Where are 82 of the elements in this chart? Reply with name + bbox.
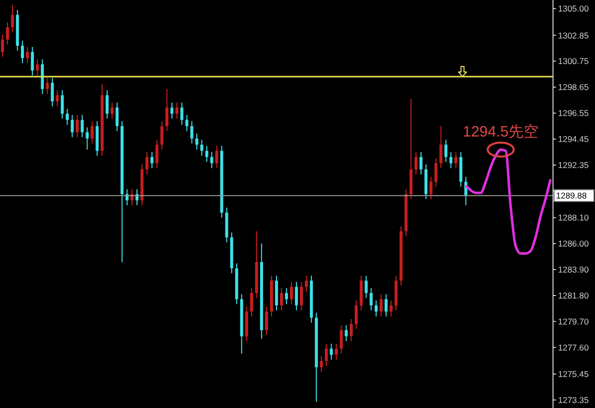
ref-line-label: 1289.88 (556, 190, 587, 201)
y-tick-label: 1305.00 (558, 4, 589, 14)
y-tick-label: 1279.70 (558, 316, 589, 326)
candlestick (350, 318, 353, 342)
candlestick (80, 114, 84, 138)
y-tick-label: 1288.10 (558, 212, 589, 223)
candlestick (265, 306, 268, 336)
y-tick-label: 1275.45 (558, 369, 589, 380)
candlestick (439, 126, 442, 169)
candlestick (160, 120, 164, 150)
y-tick-label: 1294.45 (558, 134, 589, 144)
candlestick (10, 4, 14, 33)
candlestick (30, 46, 34, 76)
candlestick (320, 356, 323, 373)
y-tick-label: 1283.90 (558, 264, 589, 275)
candlestick (145, 152, 148, 175)
candlestick (185, 114, 188, 132)
candlestick (46, 77, 49, 94)
candlestick (354, 300, 358, 330)
candlestick (429, 176, 432, 200)
y-tick-label: 1300.75 (558, 56, 589, 66)
candlestick (334, 343, 338, 360)
candlestick (449, 152, 452, 169)
candlestick (294, 281, 298, 311)
y-tick-label: 1273.35 (558, 394, 589, 405)
candlestick (290, 281, 293, 305)
candlestick (195, 133, 198, 150)
candlestick (324, 343, 328, 366)
candlestick (280, 288, 283, 311)
candlestick (26, 46, 29, 64)
candlestick (364, 275, 368, 298)
y-tick-label: 1277.60 (558, 342, 589, 352)
y-tick-label: 1296.55 (558, 108, 589, 118)
candlestick (110, 102, 114, 120)
candlestick (374, 300, 378, 318)
candlestick (344, 324, 348, 342)
candlestick (175, 102, 178, 120)
candlestick (390, 300, 393, 318)
candlestick (180, 102, 184, 126)
candlestick (86, 126, 89, 150)
candlestick (155, 139, 158, 169)
candlestick (380, 294, 383, 318)
candlestick (419, 152, 422, 175)
y-tick-label: 1302.85 (558, 30, 589, 40)
candlestick (304, 275, 308, 292)
candlestick (454, 152, 458, 169)
candlestick (340, 324, 343, 354)
candlestick (116, 102, 119, 132)
candlestick (215, 145, 218, 169)
candlestick (414, 152, 418, 175)
candlestick (165, 88, 168, 132)
candlestick (70, 114, 74, 138)
candlestick (1, 34, 4, 58)
candlestick (330, 343, 333, 360)
candlestick (370, 288, 373, 311)
candlestick (170, 102, 174, 120)
y-tick-label: 1292.35 (558, 160, 589, 170)
candlestick (36, 58, 39, 76)
candlestick (205, 145, 208, 162)
y-tick-label: 1281.80 (558, 290, 589, 301)
annotation: 1294.5先空 (462, 123, 539, 140)
candlestick (66, 108, 69, 126)
candlestick (90, 120, 94, 144)
candlestick (284, 288, 288, 305)
y-tick-label: 1298.65 (558, 82, 589, 92)
candlestick (384, 294, 388, 318)
candlestick (50, 77, 54, 107)
candlestick (190, 120, 194, 144)
candlestick (250, 288, 254, 318)
candlestick (200, 139, 204, 156)
candlestick (210, 152, 214, 169)
y-tick-label: 1286.00 (558, 238, 589, 249)
candlestick (150, 152, 154, 169)
candlestick (56, 90, 59, 107)
candlestick (444, 139, 448, 162)
candlestick (106, 90, 109, 120)
candlestick (434, 158, 438, 188)
candlestick (6, 22, 9, 46)
candlestick (60, 90, 64, 120)
candlestick (76, 114, 79, 138)
candlestick (300, 281, 303, 311)
candlestick (20, 40, 24, 64)
